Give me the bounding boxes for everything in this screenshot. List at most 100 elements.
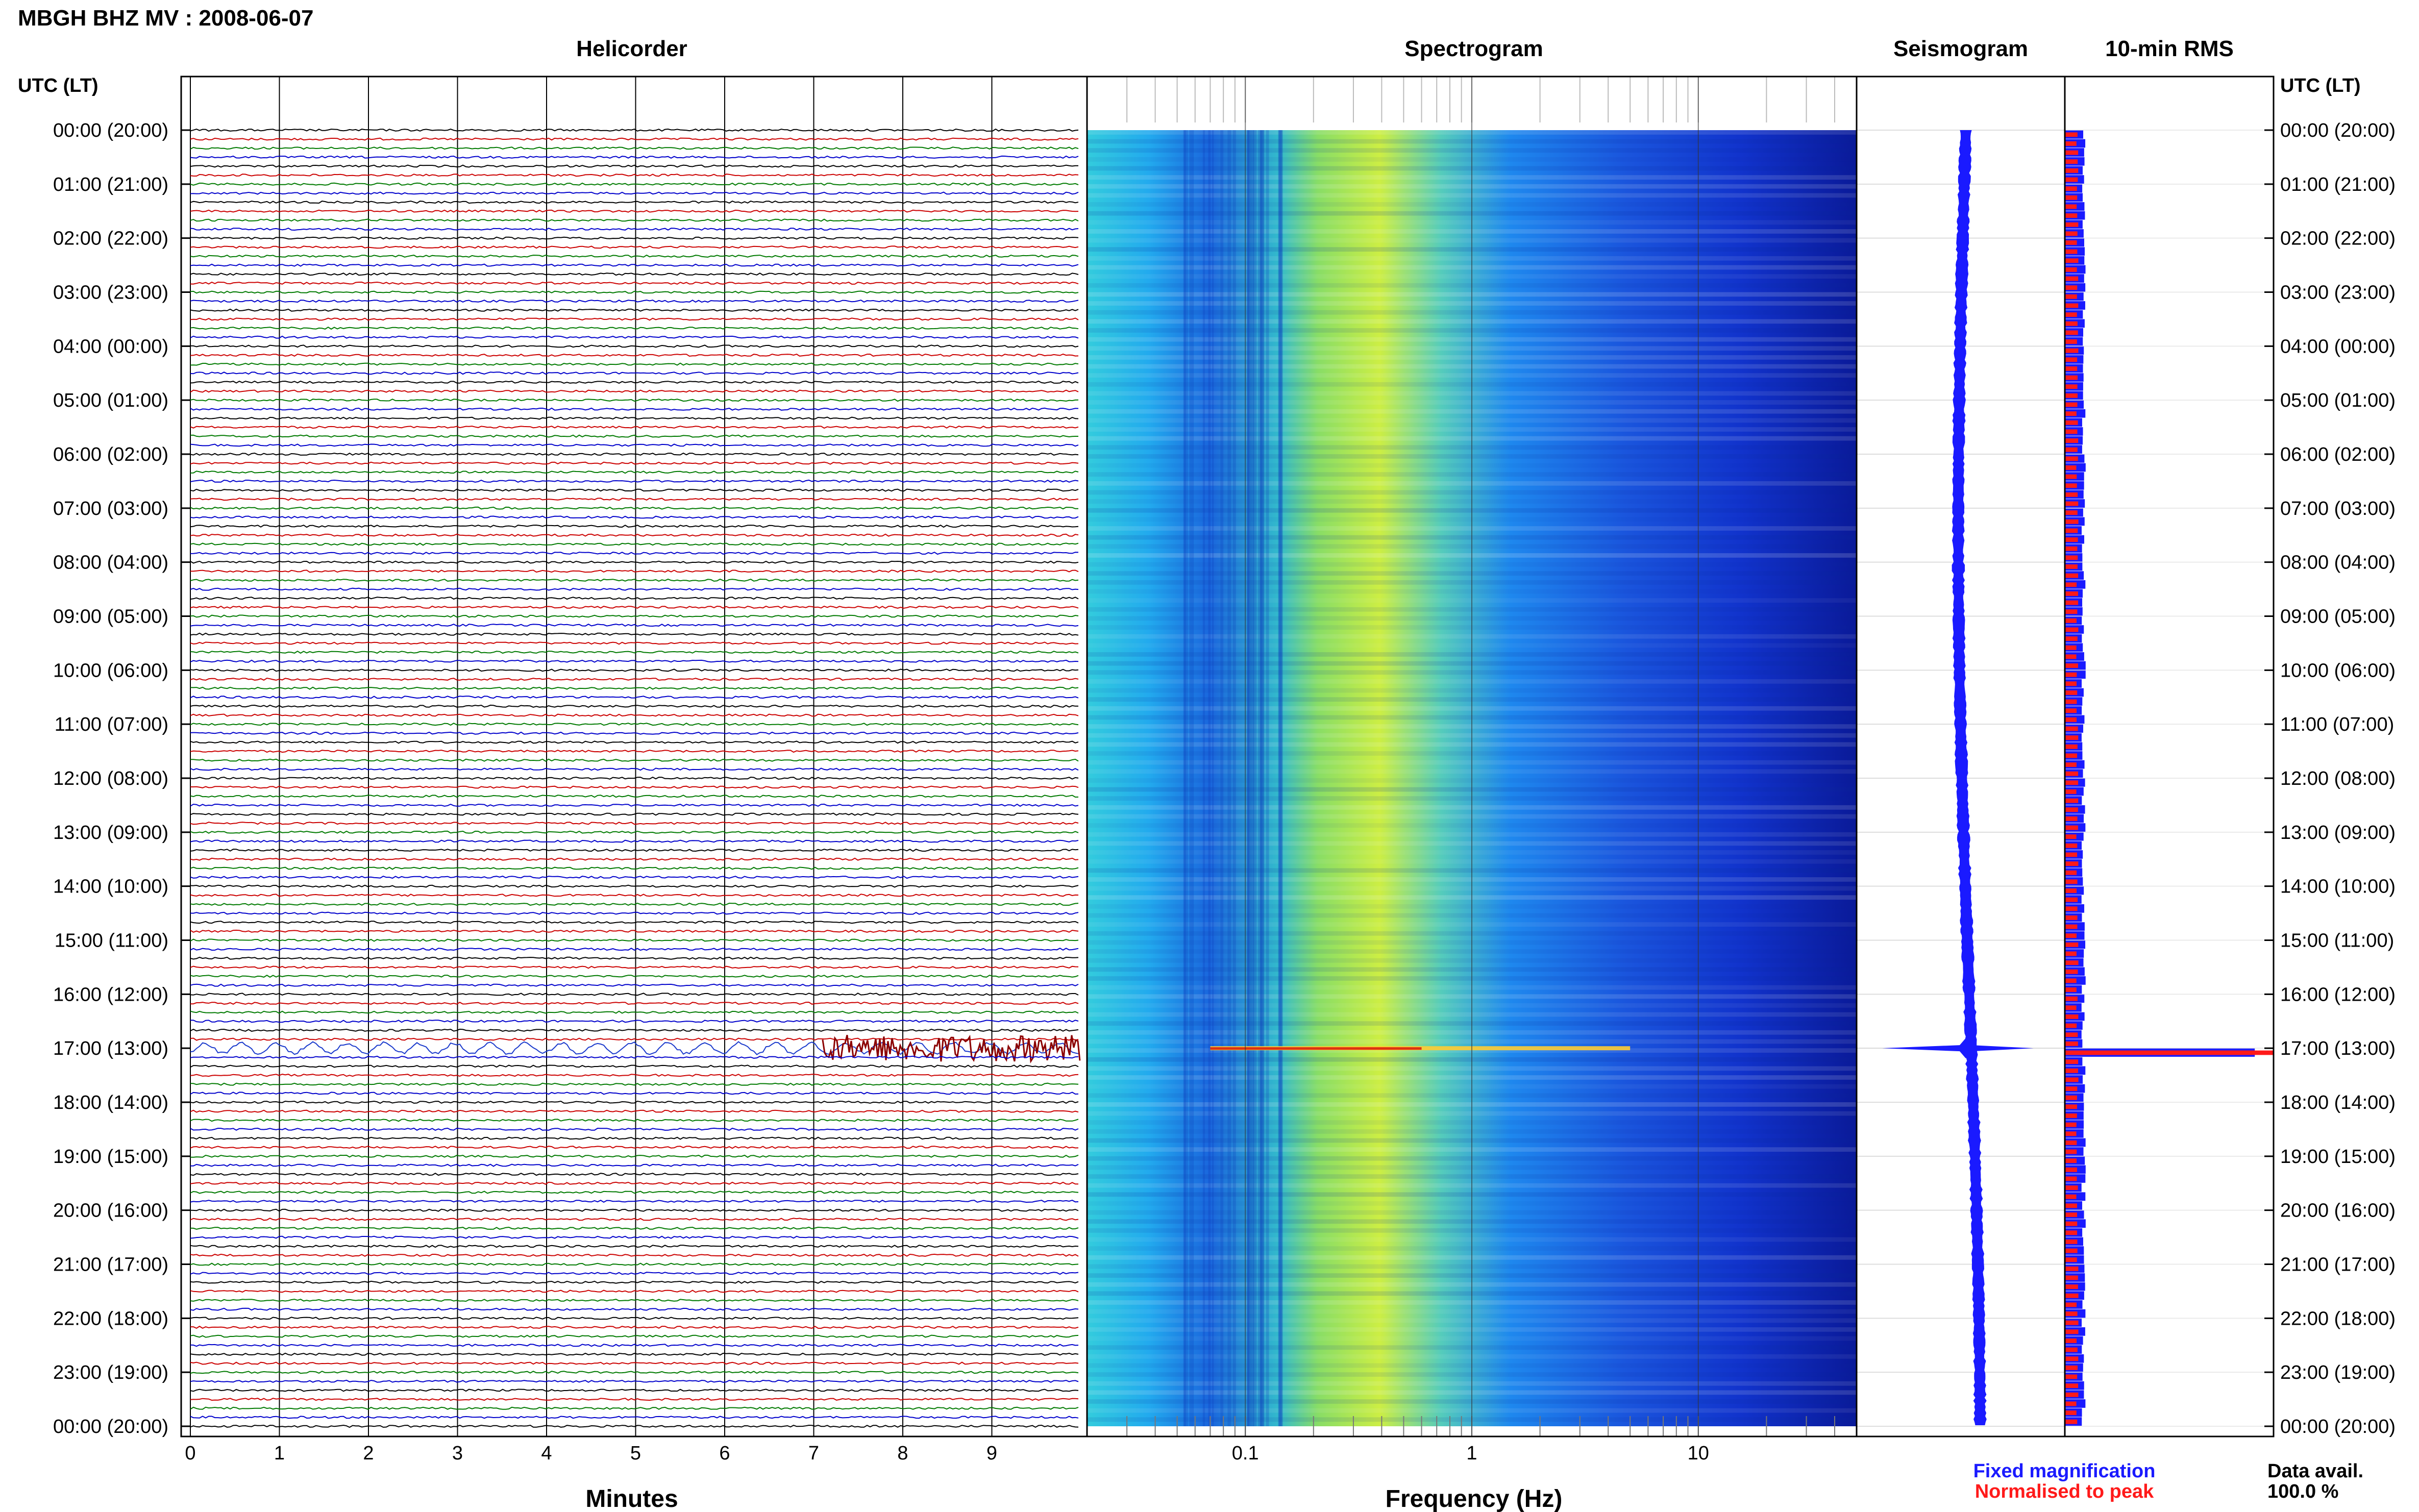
x-axis-ticks: 0.1 1 10 0 1 2 3 4 5 6 7 8 9 [185, 1443, 1709, 1464]
spectrogram-band [1247, 130, 1249, 1426]
rms-normalised-bar [2065, 933, 2077, 938]
helicorder-trace [190, 857, 1079, 861]
rms-normalised-bar [2065, 537, 2078, 542]
helicorder-trace [190, 1010, 1079, 1014]
spectrogram-title: Spectrogram [1404, 36, 1543, 61]
rms-normalised-bar [2065, 510, 2078, 515]
rms-normalised-bar [2065, 348, 2079, 353]
helicorder-trace [190, 300, 1079, 303]
rms-normalised-bar [2065, 1194, 2077, 1199]
time-label-right: 23:00 (19:00) [2280, 1362, 2396, 1383]
time-label-right: 07:00 (03:00) [2280, 498, 2396, 519]
rms-normalised-bar [2065, 1248, 2078, 1253]
rms-normalised-bar [2065, 204, 2077, 209]
helicorder-trace [190, 1262, 1079, 1266]
rms-normalised-bar [2065, 1203, 2077, 1208]
rms-normalised-bar [2065, 303, 2079, 308]
spectrogram-band [1232, 130, 1236, 1426]
right-time-header: UTC (LT) [2280, 75, 2361, 96]
rms-normalised-bar [2065, 186, 2077, 191]
helicorder-trace [190, 938, 1079, 942]
helicorder-trace [190, 155, 1079, 159]
helicorder-trace [190, 1191, 1079, 1194]
rms-normalised-bar [2065, 1329, 2079, 1334]
spectrogram-band [1183, 130, 1186, 1426]
helicorder-trace [190, 1325, 1079, 1329]
rms-normalised-bar [2065, 1095, 2077, 1100]
helicorder-trace [190, 128, 1079, 132]
rms-normalised-bar [2065, 798, 2079, 803]
rms-normalised-bar [2065, 906, 2078, 911]
rms-normalised-bar [2065, 438, 2079, 443]
seismogram-panel [1857, 130, 2065, 1427]
rms-normalised-bar [2065, 897, 2078, 902]
spectrogram-event-core [1210, 1047, 1422, 1050]
rms-normalised-bar [2065, 240, 2077, 245]
rms-normalised-bar [2065, 339, 2077, 344]
time-label-left: 00:00 (20:00) [53, 1416, 168, 1437]
helicorder-trace [190, 597, 1079, 600]
helicorder-trace [190, 713, 1079, 717]
rms-normalised-bar [2065, 825, 2078, 830]
rms-normalised-bar [2065, 1077, 2079, 1082]
helicorder-trace [190, 1226, 1079, 1230]
helicorder-trace [190, 902, 1079, 906]
rms-normalised-bar [2065, 1356, 2079, 1361]
rms-normalised-bar [2065, 1131, 2077, 1136]
rms-normalised-bar [2065, 1086, 2078, 1091]
rms-normalised-bar [2065, 195, 2078, 200]
helicorder-event-trace [822, 1034, 1081, 1064]
helicorder-tick-label: 6 [719, 1443, 730, 1464]
helicorder-trace [190, 624, 1079, 627]
rms-normalised-bar [2065, 366, 2078, 371]
rms-normalised-bar [2065, 681, 2077, 686]
rms-normalised-bar [2065, 708, 2077, 713]
time-label-right: 09:00 (05:00) [2280, 606, 2396, 628]
rms-normalised-bar [2065, 384, 2078, 389]
helicorder-trace [190, 686, 1079, 690]
rms-normalised-bar [2065, 699, 2077, 704]
rms-normalised-bar [2065, 1176, 2077, 1181]
spectrogram-band [1208, 130, 1211, 1426]
helicorder-xlabel: Minutes [585, 1485, 678, 1512]
rms-normalised-bar [2065, 690, 2078, 695]
time-label-left: 17:00 (13:00) [53, 1038, 168, 1059]
rms-title: 10-min RMS [2105, 36, 2234, 61]
helicorder-trace [190, 1100, 1079, 1104]
rms-normalised-bar [2065, 150, 2079, 155]
helicorder-trace [190, 551, 1079, 555]
helicorder-trace [190, 1154, 1079, 1158]
time-label-left: 00:00 (20:00) [53, 120, 168, 141]
helicorder-trace [190, 849, 1079, 852]
helicorder-trace [190, 290, 1079, 294]
helicorder-trace [190, 1074, 1079, 1077]
rms-normalised-bar [2065, 1167, 2077, 1172]
helicorder-trace [190, 1001, 1079, 1005]
time-label-right: 17:00 (13:00) [2280, 1038, 2396, 1059]
rms-normalised-bar [2065, 411, 2077, 416]
helicorder-tick-label: 5 [630, 1443, 641, 1464]
helicorder-trace [190, 812, 1079, 816]
helicorder-trace [190, 137, 1079, 141]
helicorder-trace [190, 407, 1079, 411]
time-label-right: 18:00 (14:00) [2280, 1092, 2396, 1113]
rms-normalised-bar [2065, 843, 2078, 848]
helicorder-trace [190, 327, 1079, 330]
helicorder-trace [190, 641, 1079, 645]
rms-normalised-bar [2065, 645, 2077, 650]
rms-normalised-bar [2065, 1383, 2079, 1389]
helicorder-trace [190, 1218, 1079, 1221]
helicorder-trace [190, 884, 1079, 888]
helicorder-trace [190, 263, 1079, 267]
rms-normalised-bar [2065, 294, 2077, 299]
rms-panel [2065, 130, 2274, 1427]
rms-normalised-bar [2065, 1113, 2077, 1118]
rms-normalised-bar [2065, 1347, 2078, 1352]
spectrogram-panel [1087, 77, 1857, 1436]
rms-normalised-bar [2065, 1230, 2078, 1235]
time-label-left: 13:00 (09:00) [53, 822, 168, 844]
time-label-left: 03:00 (23:00) [53, 282, 168, 304]
helicorder-trace [190, 191, 1079, 195]
rms-normalised-bar [2065, 267, 2077, 272]
rms-normalised-bar [2065, 483, 2077, 488]
